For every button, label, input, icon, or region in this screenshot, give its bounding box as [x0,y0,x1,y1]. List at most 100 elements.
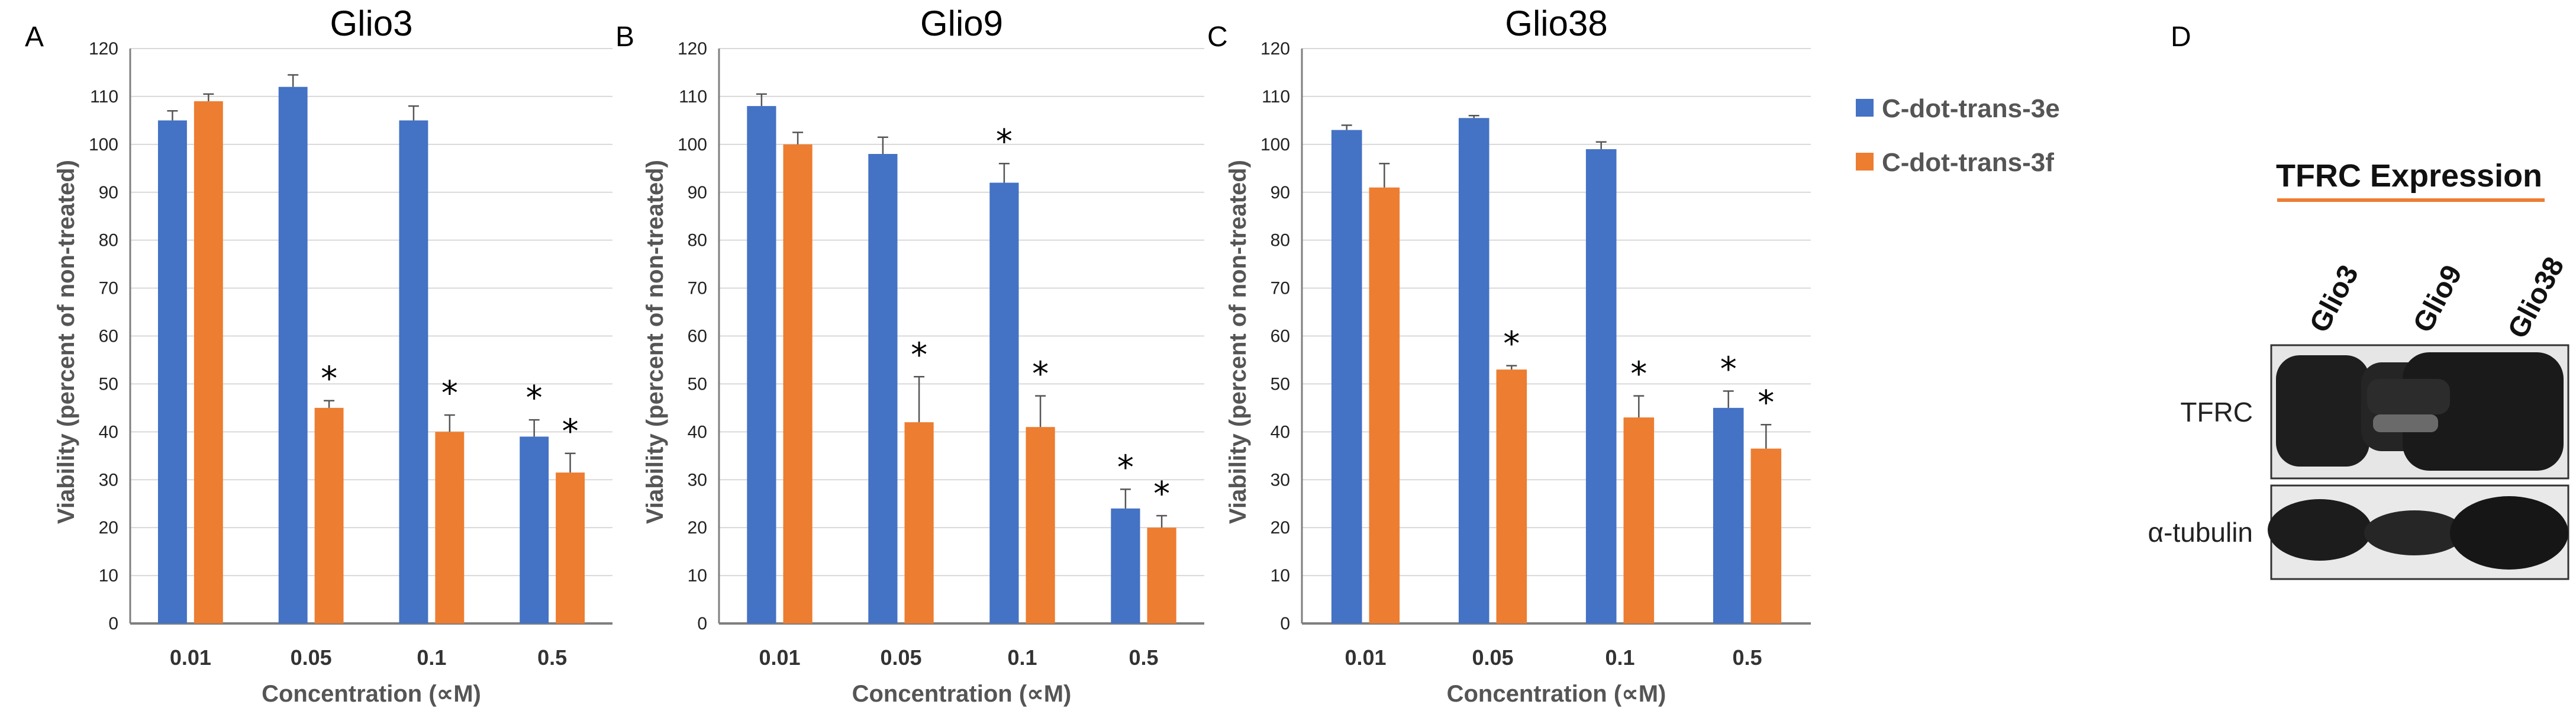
western-blot-panel: TFRC Expression Glio3 Glio9 Glio38 TFRC … [2148,158,2571,580]
y-tick-label: 40 [688,422,707,442]
x-tick-label: 0.5 [1732,645,1762,670]
row-label-tfrc: TFRC [2180,397,2253,427]
legend-label-3f: C-dot-trans-3f [1882,148,2054,177]
lane-label-glio38: Glio38 [2502,252,2571,343]
x-tick-label: 0.01 [759,645,800,670]
y-tick-label: 80 [99,231,118,250]
bar-3e [1585,149,1617,624]
legend-swatch-3e [1856,99,1874,117]
chart-glio9: 0 10 20 30 40 50 60 70 80 90 100 110 120 Glio9 0.01 0.0… [642,4,1204,707]
x-tick-label: 0.05 [1472,645,1513,670]
significance-star: * [996,123,1013,161]
significance-star: * [1720,351,1737,389]
significance-star: * [911,336,927,374]
legend: C-dot-trans-3e C-dot-trans-3f [1856,94,2060,177]
x-axis-label: Concentration (∝M) [262,681,481,707]
y-tick-label: 10 [99,566,118,586]
chart-glio3: 0 10 20 30 40 50 60 70 80 90 100 110 120 Glio3 0.01 0.0… [53,4,612,707]
row-label-tubulin: α-tubulin [2148,517,2253,548]
bar-3f [314,407,344,623]
panel-letter-d: D [2171,21,2191,53]
significance-star: * [1503,325,1520,364]
blot-title: TFRC Expression [2276,158,2542,194]
x-tick-label: 0.01 [170,645,211,670]
x-axis-label: Concentration (∝M) [852,681,1072,707]
significance-star: * [1630,355,1647,394]
bar-3f [1623,417,1655,623]
x-tick-label: 0.05 [880,645,921,670]
y-tick-label: 60 [688,327,707,346]
x-tick-label: 0.05 [291,645,332,670]
bar-3e [399,120,428,623]
y-tick-label: 30 [1271,470,1290,490]
bar-3f [1496,369,1527,623]
significance-star: * [1758,384,1774,422]
chart-title: Glio3 [330,4,412,43]
y-tick-label: 0 [1280,614,1290,634]
y-tick-label: 90 [1271,183,1290,202]
y-tick-label: 30 [99,470,118,490]
y-axis-label: Viability (percent of non-treated) [642,160,668,524]
y-tick-label: 120 [1260,39,1290,59]
chart-title: Glio9 [920,4,1003,43]
y-tick-label: 50 [1271,374,1290,394]
blot-image-tubulin [2268,484,2569,580]
y-axis-label: Viability (percent of non-treated) [53,160,79,524]
y-tick-label: 0 [697,614,707,634]
bar-3e [157,120,187,623]
y-tick-label: 110 [90,87,118,107]
legend-label-3e: C-dot-trans-3e [1882,94,2060,123]
y-tick-label: 50 [688,374,707,394]
panel-letter-c: C [1207,21,1228,53]
significance-star: * [526,379,543,417]
bar-3f [194,101,223,624]
x-tick-label: 0.01 [1345,645,1386,670]
significance-star: * [562,413,579,451]
y-tick-label: 80 [1271,231,1290,250]
bar-3f [1369,187,1400,623]
bar-3f [1026,427,1055,623]
significance-star: * [321,360,337,398]
x-tick-label: 0.1 [1007,645,1037,670]
y-tick-label: 40 [99,422,118,442]
y-tick-label: 60 [99,327,118,346]
significance-star: * [441,374,458,413]
bar-3e [278,86,308,623]
y-tick-label: 20 [688,518,707,538]
x-tick-label: 0.5 [537,645,567,670]
y-tick-label: 110 [679,87,707,107]
significance-star: * [1032,355,1049,394]
bar-3e [989,182,1019,624]
chart-glio38: 0 10 20 30 40 50 60 70 80 90 100 110 120 Glio38 0.01 0.… [1225,4,1811,707]
y-tick-label: 0 [108,614,118,634]
blot-image-tfrc [2270,344,2569,480]
y-tick-label: 120 [678,39,707,59]
bar-3f [556,472,585,623]
y-tick-label: 120 [89,39,118,59]
x-tick-label: 0.1 [417,645,446,670]
y-tick-label: 80 [688,231,707,250]
bar-3e [1331,130,1362,623]
significance-star: * [1117,448,1134,487]
y-tick-label: 90 [688,183,707,202]
y-tick-label: 100 [678,135,707,155]
y-tick-label: 30 [688,470,707,490]
chart-title: Glio38 [1505,4,1607,43]
bar-3e [1713,407,1744,623]
y-tick-label: 50 [99,374,118,394]
y-tick-label: 110 [1262,87,1290,107]
bar-3e [1111,508,1140,623]
y-tick-label: 70 [688,279,707,298]
y-tick-label: 10 [688,566,707,586]
y-tick-label: 100 [1260,135,1290,155]
y-tick-label: 60 [1271,327,1290,346]
bar-3f [1147,528,1176,623]
x-tick-label: 0.1 [1605,645,1634,670]
bar-3e [868,154,898,623]
x-tick-label: 0.5 [1129,645,1158,670]
panel-letter-a: A [25,21,44,53]
significance-star: * [1153,475,1170,513]
bar-3f [1750,448,1782,623]
y-tick-label: 70 [99,279,118,298]
